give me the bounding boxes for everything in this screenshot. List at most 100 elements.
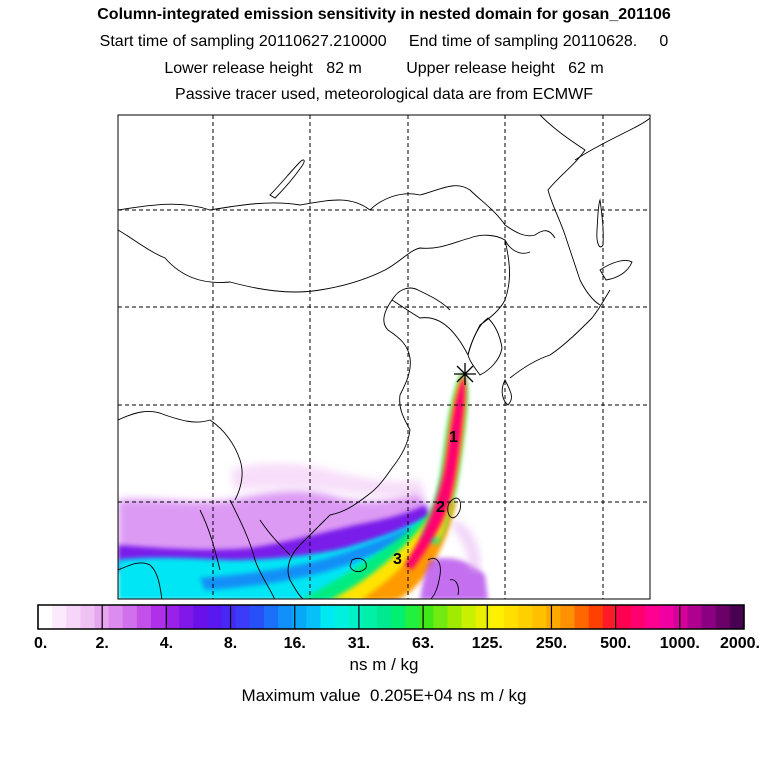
colorbar-tick-label: 16. xyxy=(284,635,306,652)
colorbar-swatch xyxy=(715,605,731,629)
plume-blue-streak xyxy=(200,528,415,590)
colorbar-swatch xyxy=(447,605,463,629)
map-frame xyxy=(117,114,651,600)
philippines xyxy=(427,557,459,599)
graticule xyxy=(118,115,650,599)
colorbar-tick-label: 125. xyxy=(472,635,503,652)
release-site-star-icon xyxy=(454,363,476,385)
colorbar-swatches xyxy=(38,605,745,629)
colorbar-swatch xyxy=(221,605,237,629)
yellow-sea-coast xyxy=(391,287,451,311)
colorbar-swatch xyxy=(38,605,53,629)
colorbar-swatch xyxy=(560,605,576,629)
korean-peninsula xyxy=(467,317,503,376)
colorbar-swatch xyxy=(574,605,590,629)
colorbar-swatch xyxy=(419,605,434,629)
colorbar-swatch xyxy=(461,605,477,629)
plume-label-3: 3 xyxy=(393,551,402,568)
max-value-text: Maximum value 0.205E+04 ns m / kg xyxy=(241,686,527,705)
colorbar-swatch xyxy=(52,605,67,629)
colorbar-units: ns m / kg xyxy=(349,655,419,674)
colorbar-tick-label: 2000. xyxy=(720,635,760,652)
plume-faint-east xyxy=(452,520,481,570)
colorbar-tick-label: 250. xyxy=(536,635,567,652)
colorbar-swatch xyxy=(348,605,364,629)
colorbar-swatch xyxy=(122,605,138,629)
colorbar-tick-label: 4. xyxy=(160,635,173,652)
colorbar-swatch xyxy=(235,605,251,629)
colorbar-swatch xyxy=(165,605,180,629)
colorbar-swatch xyxy=(150,605,166,629)
russia-pacific-coast xyxy=(539,115,601,306)
colorbar-swatch xyxy=(391,605,406,629)
colorbar-tick-label: 500. xyxy=(600,635,631,652)
colorbar-frame xyxy=(37,604,745,630)
release-height-line: Lower release height 82 m Upper release … xyxy=(164,60,604,77)
colorbar-swatch xyxy=(136,605,152,629)
japan-honshu xyxy=(509,289,611,379)
colorbar-swatch xyxy=(503,605,519,629)
colorbar-swatch xyxy=(532,605,547,629)
colorbar-swatch xyxy=(66,605,81,629)
colorbar-swatch xyxy=(546,605,561,629)
colorbar-swatch xyxy=(376,605,392,629)
plume-label-1: 1 xyxy=(449,429,458,446)
colorbar-swatch xyxy=(108,605,124,629)
hainan xyxy=(349,557,367,573)
colorbar-swatch xyxy=(475,605,491,629)
colorbar-swatch xyxy=(263,605,279,629)
colorbar-swatch xyxy=(687,605,703,629)
colorbar-swatch xyxy=(179,605,194,629)
colorbar-swatch xyxy=(278,605,293,629)
border-mongolia-china xyxy=(118,229,531,293)
colorbar-swatch xyxy=(659,605,674,629)
colorbar-tick-label: 2. xyxy=(96,635,109,652)
japan-hokkaido xyxy=(599,259,633,281)
colorbar-swatch xyxy=(588,605,604,629)
colorbar-swatch xyxy=(249,605,265,629)
bay-of-bengal-coast xyxy=(118,562,163,599)
colorbar-tick-labels: 0. 2. 4. 8. 16. 31. 63. 125. 250. 500. 1000. 2000. xyxy=(34,635,760,652)
colorbar-swatch xyxy=(616,605,632,629)
colorbar-swatch xyxy=(292,605,307,629)
tracer-info-line: Passive tracer used, meteorological data… xyxy=(175,86,593,103)
colorbar-swatch xyxy=(433,605,448,629)
colorbar-tick-label: 1000. xyxy=(660,635,700,652)
colorbar-swatch xyxy=(306,605,321,629)
coastlines xyxy=(118,115,650,599)
japan-kyushu xyxy=(501,378,512,406)
colorbar-swatch xyxy=(518,605,533,629)
plume-label-2: 2 xyxy=(436,499,445,516)
taiwan xyxy=(447,497,461,519)
kamchatka-coast xyxy=(574,117,650,161)
south-china-coast xyxy=(287,514,331,599)
sampling-time-line: Start time of sampling 20110627.210000 E… xyxy=(99,33,669,50)
colorbar-swatch xyxy=(631,605,646,629)
colorbar-tick-label: 8. xyxy=(224,635,237,652)
plume-violet xyxy=(118,505,432,573)
plume-core-magenta xyxy=(405,375,466,570)
colorbar-tick-label: 31. xyxy=(348,635,370,652)
indochina-borders xyxy=(199,499,291,599)
india-china-border xyxy=(118,410,243,501)
plume-green xyxy=(301,505,448,599)
colorbar-tick-label: 63. xyxy=(412,635,434,652)
colorbar-swatch xyxy=(645,605,660,629)
colorbar-swatch xyxy=(673,605,689,629)
colorbar-swatch xyxy=(489,605,505,629)
map-field xyxy=(118,372,488,599)
colorbar-swatch xyxy=(320,605,336,629)
colorbar-swatch xyxy=(193,605,208,629)
colorbar-tick-label: 0. xyxy=(34,635,47,652)
colorbar-swatch xyxy=(405,605,420,629)
plot-title: Column-integrated emission sensitivity i… xyxy=(97,6,671,23)
colorbar-swatch xyxy=(729,605,745,629)
colorbar-swatch xyxy=(334,605,350,629)
colorbar-swatch xyxy=(207,605,223,629)
colorbar-swatch xyxy=(602,605,618,629)
border-russia-mongolia xyxy=(118,185,556,239)
colorbar-swatch xyxy=(701,605,717,629)
colorbar-swatch xyxy=(362,605,378,629)
